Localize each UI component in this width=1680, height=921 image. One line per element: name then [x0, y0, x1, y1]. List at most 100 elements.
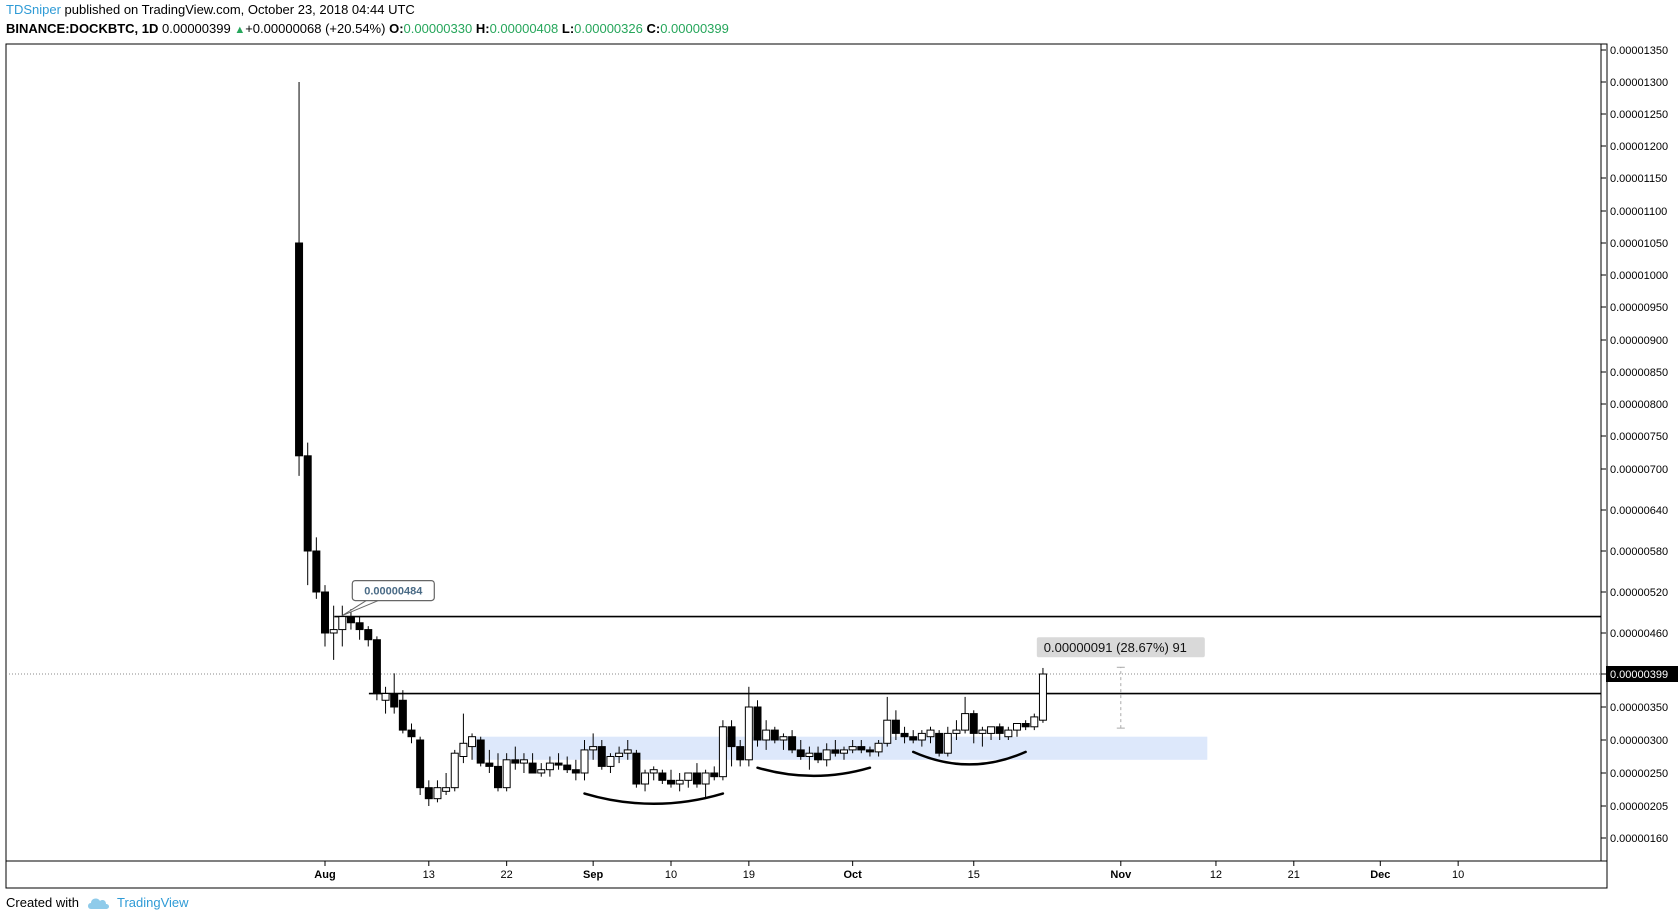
candle[interactable]	[442, 773, 451, 795]
y-tick-label: 0.00000900	[1610, 335, 1668, 347]
candle[interactable]	[788, 730, 797, 754]
candle[interactable]	[805, 746, 814, 770]
candle[interactable]	[874, 740, 883, 757]
candle[interactable]	[865, 746, 874, 757]
candle[interactable]	[528, 753, 537, 774]
candle[interactable]	[312, 537, 321, 599]
candle[interactable]	[372, 636, 381, 701]
candle[interactable]	[459, 713, 468, 764]
candle[interactable]	[978, 726, 987, 747]
candle[interactable]	[545, 756, 554, 777]
candle[interactable]	[494, 753, 502, 792]
candle[interactable]	[883, 696, 892, 747]
candle[interactable]	[753, 700, 762, 747]
candle[interactable]	[295, 82, 304, 476]
author-link[interactable]: TDSniper	[6, 2, 61, 17]
candle[interactable]	[701, 769, 710, 799]
candle[interactable]	[900, 726, 909, 744]
candle[interactable]	[1013, 723, 1021, 737]
candle[interactable]	[814, 746, 823, 764]
candle[interactable]	[1004, 726, 1013, 740]
candle[interactable]	[580, 740, 589, 781]
candle[interactable]	[692, 763, 701, 788]
candle-body	[961, 713, 970, 731]
candle[interactable]	[909, 730, 918, 744]
candle[interactable]	[450, 749, 459, 792]
candle[interactable]	[831, 740, 840, 757]
candle[interactable]	[658, 769, 667, 784]
candle-body	[900, 732, 909, 738]
measure-box[interactable]	[1036, 637, 1205, 658]
candle[interactable]	[961, 696, 970, 734]
candle[interactable]	[649, 766, 658, 781]
candle-body	[407, 729, 416, 738]
candle[interactable]	[675, 773, 684, 792]
candle[interactable]	[969, 710, 978, 744]
candle[interactable]	[485, 749, 494, 773]
candle[interactable]	[571, 759, 580, 781]
candle[interactable]	[796, 740, 805, 760]
candle[interactable]	[398, 690, 407, 734]
candle[interactable]	[476, 736, 485, 767]
candle[interactable]	[537, 763, 546, 777]
candle[interactable]	[390, 673, 399, 714]
candle[interactable]	[416, 736, 425, 795]
candle[interactable]	[511, 746, 520, 770]
candle[interactable]	[407, 723, 416, 744]
candle[interactable]	[303, 442, 312, 586]
candle[interactable]	[554, 753, 563, 770]
candle[interactable]	[987, 726, 996, 740]
candle[interactable]	[1030, 713, 1039, 731]
candle[interactable]	[502, 753, 511, 792]
candle[interactable]	[770, 726, 779, 744]
candle[interactable]	[623, 740, 632, 760]
candle[interactable]	[779, 733, 788, 750]
candle[interactable]	[840, 746, 848, 760]
y-tick-label: 0.00001350	[1610, 45, 1668, 57]
candle[interactable]	[641, 769, 650, 792]
candle[interactable]	[684, 772, 693, 788]
candle[interactable]	[615, 746, 624, 764]
candle[interactable]	[597, 740, 606, 770]
candle[interactable]	[424, 780, 433, 806]
candle[interactable]	[710, 766, 719, 781]
candle[interactable]	[667, 769, 675, 788]
tradingview-link[interactable]: TradingView	[116, 895, 189, 910]
candle[interactable]	[606, 753, 615, 773]
candle[interactable]	[519, 753, 528, 773]
candle[interactable]	[468, 733, 477, 760]
candle[interactable]	[727, 720, 736, 767]
candle[interactable]	[744, 686, 753, 767]
candle[interactable]	[952, 720, 961, 740]
candle[interactable]	[321, 585, 329, 647]
candle[interactable]	[926, 726, 935, 744]
candle[interactable]	[355, 615, 364, 640]
candle[interactable]	[364, 626, 373, 647]
candle[interactable]	[935, 730, 944, 757]
candle[interactable]	[995, 723, 1004, 741]
candle[interactable]	[943, 726, 952, 757]
candle[interactable]	[736, 740, 745, 767]
arc-3[interactable]	[911, 750, 1027, 766]
arc-2[interactable]	[756, 766, 872, 778]
candle[interactable]	[857, 740, 866, 754]
candle[interactable]	[1021, 720, 1030, 731]
arc-1[interactable]	[583, 792, 725, 806]
candle[interactable]	[381, 686, 390, 714]
x-tick-label: Aug	[314, 869, 335, 881]
candle[interactable]	[329, 605, 338, 660]
candle[interactable]	[891, 710, 900, 740]
candle[interactable]	[822, 743, 831, 767]
price-callout-box[interactable]	[351, 579, 435, 602]
candle[interactable]	[563, 756, 572, 774]
candle[interactable]	[718, 720, 727, 781]
candle[interactable]	[338, 605, 347, 647]
candle[interactable]	[1038, 667, 1047, 723]
candle[interactable]	[762, 720, 771, 750]
candle[interactable]	[632, 749, 641, 788]
candle[interactable]	[589, 733, 598, 760]
candle[interactable]	[433, 780, 442, 803]
candle[interactable]	[848, 740, 857, 754]
candle[interactable]	[917, 730, 926, 747]
